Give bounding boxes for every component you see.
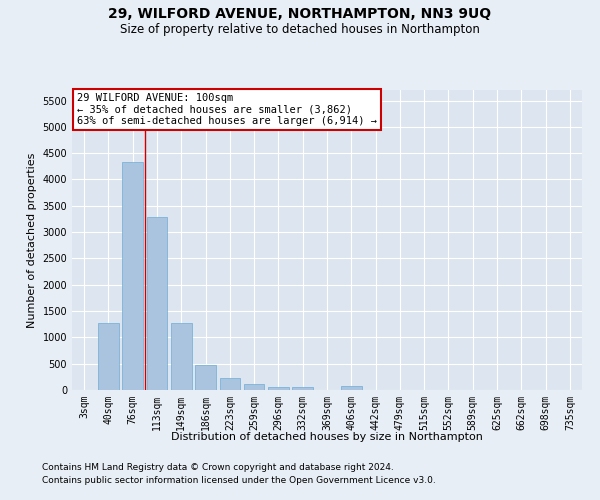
Text: 29 WILFORD AVENUE: 100sqm
← 35% of detached houses are smaller (3,862)
63% of se: 29 WILFORD AVENUE: 100sqm ← 35% of detac… xyxy=(77,93,377,126)
Bar xyxy=(220,378,240,390)
Text: Distribution of detached houses by size in Northampton: Distribution of detached houses by size … xyxy=(171,432,483,442)
Text: 29, WILFORD AVENUE, NORTHAMPTON, NN3 9UQ: 29, WILFORD AVENUE, NORTHAMPTON, NN3 9UQ xyxy=(109,8,491,22)
Bar xyxy=(292,387,313,390)
Text: Contains HM Land Registry data © Crown copyright and database right 2024.: Contains HM Land Registry data © Crown c… xyxy=(42,464,394,472)
Bar xyxy=(341,386,362,390)
Bar xyxy=(122,162,143,390)
Bar xyxy=(98,323,119,390)
Bar xyxy=(244,384,265,390)
Text: Size of property relative to detached houses in Northampton: Size of property relative to detached ho… xyxy=(120,22,480,36)
Text: Contains public sector information licensed under the Open Government Licence v3: Contains public sector information licen… xyxy=(42,476,436,485)
Bar xyxy=(195,365,216,390)
Bar xyxy=(171,323,191,390)
Bar xyxy=(146,218,167,390)
Bar xyxy=(268,386,289,390)
Y-axis label: Number of detached properties: Number of detached properties xyxy=(27,152,37,328)
